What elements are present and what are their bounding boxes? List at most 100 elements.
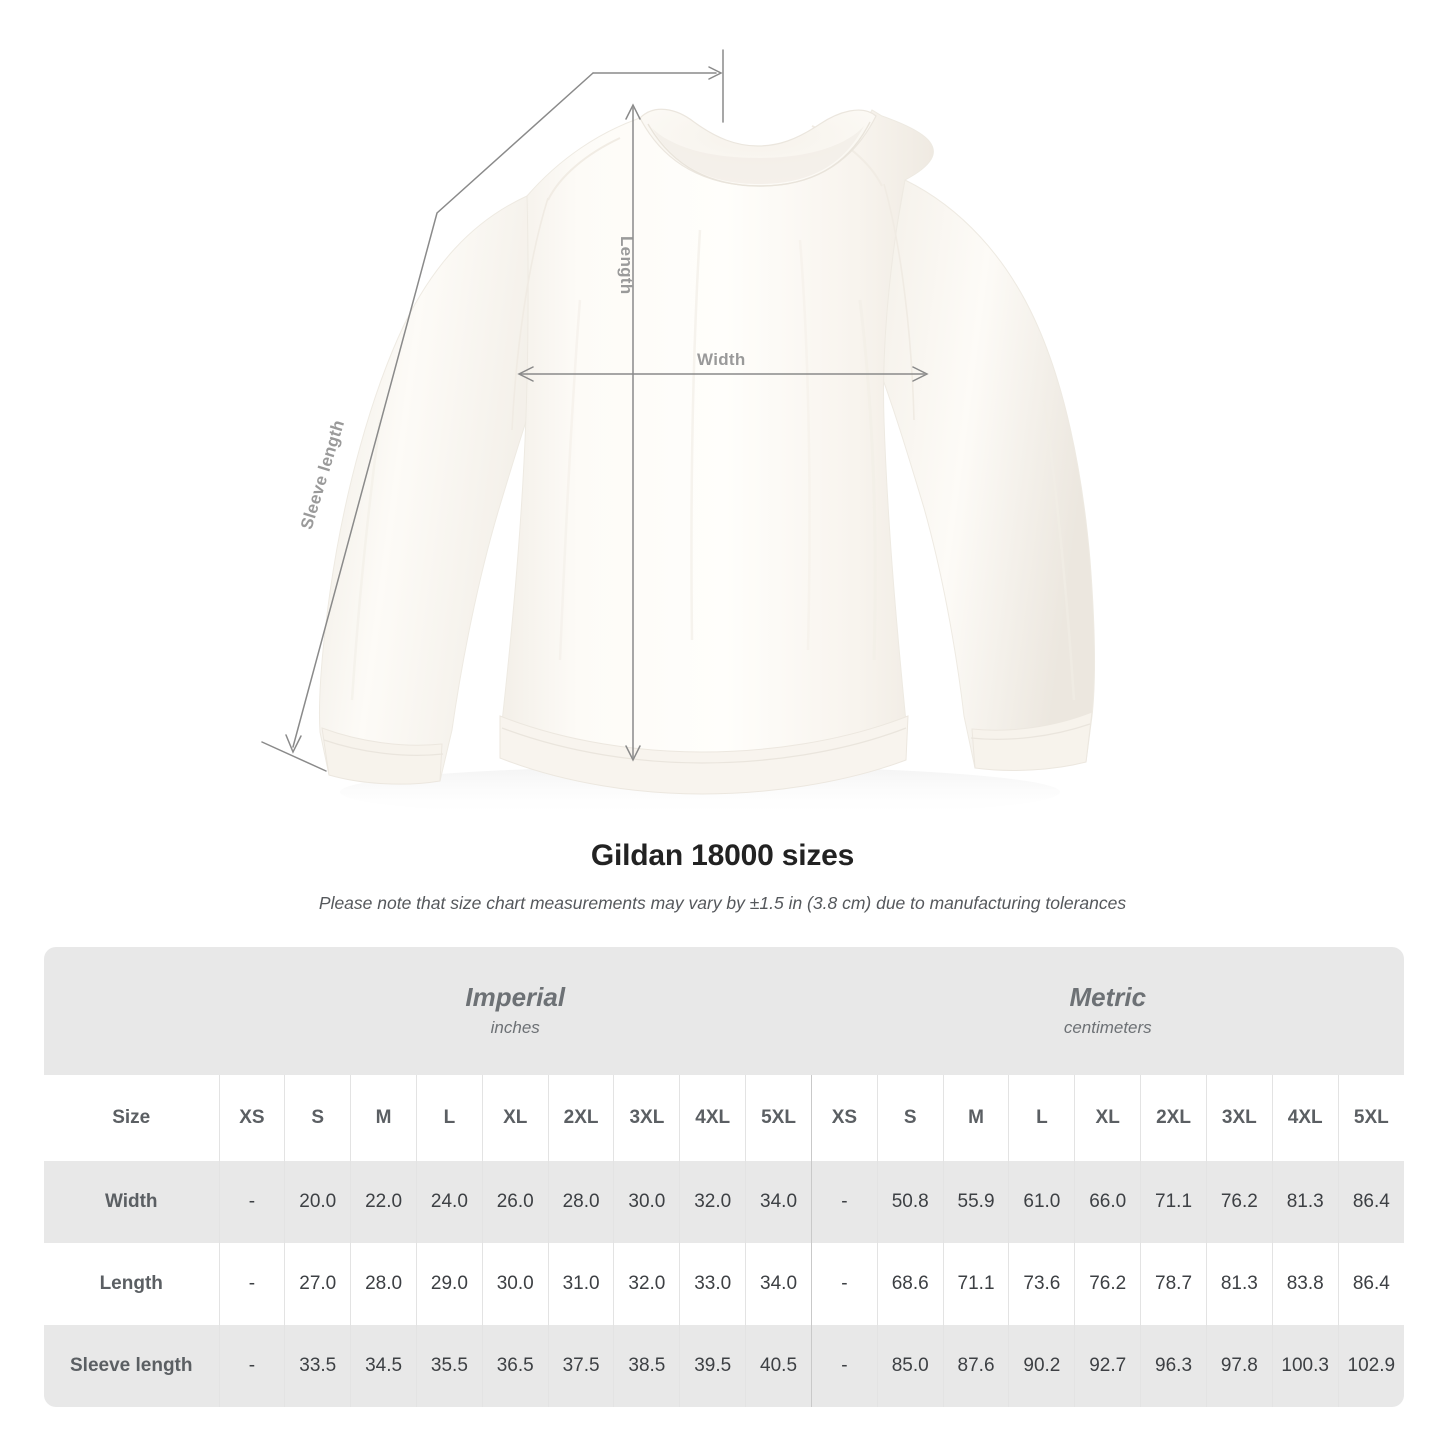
cell-width-metric-4xl: 81.3: [1271, 1161, 1339, 1243]
unit-header-metric: Metric centimeters: [811, 947, 1405, 1075]
size-header-imperial-3xl: 3XL: [613, 1075, 680, 1161]
size-header-imperial-5xl: 5XL: [745, 1075, 812, 1161]
cell-length-imperial-xs: -: [218, 1243, 285, 1325]
size-header-imperial-xs: XS: [218, 1075, 285, 1161]
cell-sleeve-length-imperial-xs: -: [218, 1325, 285, 1407]
cell-sleeve-length-metric-m: 87.6: [942, 1325, 1009, 1407]
table-row: Length -27.0 28.0 29.0 30.0 31.0 32.0 33.0 34.0-…: [44, 1243, 1405, 1325]
cell-width-imperial-3xl: 30.0: [613, 1161, 680, 1243]
cell-width-metric-l: 61.0: [1008, 1161, 1075, 1243]
cell-width-imperial-s: 20.0: [284, 1161, 351, 1243]
cell-length-metric-4xl: 83.8: [1271, 1243, 1339, 1325]
cell-width-imperial-l: 24.0: [415, 1161, 483, 1243]
cell-sleeve-length-imperial-m: 34.5: [350, 1325, 417, 1407]
unit-header-imperial: Imperial inches: [219, 947, 812, 1075]
cell-length-imperial-xl: 30.0: [481, 1243, 549, 1325]
garment-illustration: [261, 49, 1095, 818]
cell-width-metric-5xl: 86.4: [1337, 1161, 1405, 1243]
title-block: Gildan 18000 sizes Please note that size…: [0, 835, 1445, 914]
size-header-imperial-2xl: 2XL: [547, 1075, 614, 1161]
cell-length-imperial-5xl: 34.0: [745, 1243, 812, 1325]
cell-length-metric-xl: 76.2: [1074, 1243, 1141, 1325]
cell-width-metric-2xl: 71.1: [1140, 1161, 1207, 1243]
cell-sleeve-length-imperial-4xl: 39.5: [679, 1325, 746, 1407]
cell-width-imperial-xl: 26.0: [481, 1161, 549, 1243]
size-chart-table: Imperial inches Metric centimeters Size XS S M L…: [44, 947, 1405, 1407]
cell-sleeve-length-metric-xs: -: [810, 1325, 878, 1407]
length-arrow: [625, 103, 641, 762]
cell-length-imperial-4xl: 33.0: [679, 1243, 746, 1325]
cell-sleeve-length-metric-l: 90.2: [1008, 1325, 1075, 1407]
table-row: Sleeve length -33.5 34.5 35.5 36.5 37.5 38.5 39…: [44, 1325, 1405, 1407]
garment-diagram: Length Width Sleeve length: [261, 49, 1095, 818]
page-title: Gildan 18000 sizes: [590, 839, 855, 872]
width-arrow: [517, 366, 929, 382]
cell-sleeve-length-metric-3xl: 97.8: [1205, 1325, 1273, 1407]
cell-sleeve-length-imperial-xl: 36.5: [481, 1325, 549, 1407]
cell-length-metric-3xl: 81.3: [1205, 1243, 1273, 1325]
cell-length-metric-xs: -: [810, 1243, 878, 1325]
cell-width-imperial-xs: -: [218, 1161, 285, 1243]
cell-width-imperial-4xl: 32.0: [679, 1161, 746, 1243]
cell-sleeve-length-imperial-l: 35.5: [415, 1325, 483, 1407]
cell-sleeve-length-imperial-2xl: 37.5: [547, 1325, 614, 1407]
size-header-imperial-l: L: [415, 1075, 483, 1161]
cell-length-imperial-l: 29.0: [415, 1243, 483, 1325]
cell-sleeve-length-imperial-s: 33.5: [284, 1325, 351, 1407]
size-header-metric-l: L: [1008, 1075, 1075, 1161]
size-header-imperial-s: S: [284, 1075, 351, 1161]
cell-length-metric-2xl: 78.7: [1140, 1243, 1207, 1325]
size-header-imperial-4xl: 4XL: [679, 1075, 746, 1161]
size-header-label: Size: [44, 1075, 219, 1161]
size-header-metric-m: M: [942, 1075, 1009, 1161]
size-header-imperial-m: M: [350, 1075, 417, 1161]
unit-subtitle: inches: [490, 1017, 540, 1037]
size-header-metric-s: S: [876, 1075, 944, 1161]
tolerance-note: Please note that size chart measurements…: [318, 893, 1127, 913]
unit-name: Metric: [1069, 982, 1147, 1013]
unit-name: Imperial: [465, 982, 566, 1013]
cell-width-imperial-5xl: 34.0: [745, 1161, 812, 1243]
cell-length-imperial-3xl: 32.0: [613, 1243, 680, 1325]
cell-sleeve-length-metric-5xl: 102.9: [1337, 1325, 1405, 1407]
size-chart-table-wrapper: Imperial inches Metric centimeters Size XS S M L…: [44, 947, 1405, 1407]
cell-sleeve-length-metric-xl: 92.7: [1074, 1325, 1141, 1407]
cell-length-imperial-m: 28.0: [350, 1243, 417, 1325]
row-label-width: Width: [44, 1161, 219, 1243]
cell-width-metric-s: 50.8: [876, 1161, 944, 1243]
size-header-metric-xl: XL: [1074, 1075, 1141, 1161]
cell-sleeve-length-metric-s: 85.0: [876, 1325, 944, 1407]
table-row: Width -20.0 22.0 24.0 26.0 28.0 30.0 32.0 34.0-5…: [44, 1161, 1405, 1243]
measurement-lines: [261, 49, 724, 772]
size-header-metric-xs: XS: [810, 1075, 878, 1161]
size-header-row: Size XS S M L XL 2XL 3XL 4XL 5XL XS S M L XL 2XL 3XL 4XL 5…: [44, 1075, 1405, 1161]
size-header-metric-4xl: 4XL: [1271, 1075, 1339, 1161]
cell-sleeve-length-imperial-3xl: 38.5: [613, 1325, 680, 1407]
cell-width-metric-3xl: 76.2: [1205, 1161, 1273, 1243]
cell-width-imperial-m: 22.0: [350, 1161, 417, 1243]
length-dimension-label: Length: [617, 236, 636, 295]
unit-banner-spacer: [44, 947, 219, 1075]
row-label-length: Length: [44, 1243, 219, 1325]
unit-banner-row: Imperial inches Metric centimeters: [44, 947, 1405, 1075]
size-header-imperial-xl: XL: [481, 1075, 549, 1161]
size-header-metric-3xl: 3XL: [1205, 1075, 1273, 1161]
cell-length-metric-s: 68.6: [876, 1243, 944, 1325]
cell-sleeve-length-metric-2xl: 96.3: [1140, 1325, 1207, 1407]
cell-length-metric-l: 73.6: [1008, 1243, 1075, 1325]
cell-length-imperial-2xl: 31.0: [547, 1243, 614, 1325]
size-header-metric-2xl: 2XL: [1140, 1075, 1207, 1161]
cell-width-imperial-2xl: 28.0: [547, 1161, 614, 1243]
cell-sleeve-length-imperial-5xl: 40.5: [745, 1325, 812, 1407]
cell-length-metric-5xl: 86.4: [1337, 1243, 1405, 1325]
cell-width-metric-xl: 66.0: [1074, 1161, 1141, 1243]
cell-length-imperial-s: 27.0: [284, 1243, 351, 1325]
size-header-metric-5xl: 5XL: [1337, 1075, 1405, 1161]
unit-subtitle: centimeters: [1063, 1017, 1152, 1037]
row-label-sleeve-length: Sleeve length: [44, 1325, 219, 1407]
cell-sleeve-length-metric-4xl: 100.3: [1271, 1325, 1339, 1407]
cell-width-metric-m: 55.9: [942, 1161, 1009, 1243]
cell-width-metric-xs: -: [810, 1161, 878, 1243]
width-dimension-label: Width: [697, 350, 746, 369]
cell-length-metric-m: 71.1: [942, 1243, 1009, 1325]
